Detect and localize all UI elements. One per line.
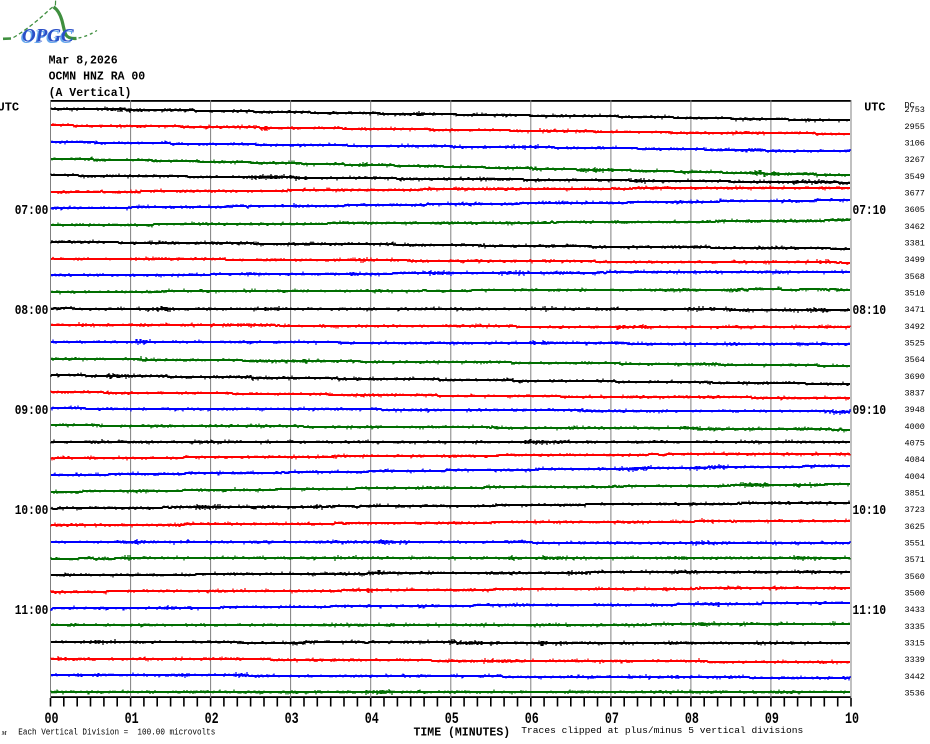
svg-text:00: 00 (44, 711, 58, 729)
svg-text:3510: 3510 (905, 288, 925, 298)
svg-text:3267: 3267 (905, 155, 925, 165)
svg-text:3564: 3564 (905, 355, 925, 365)
svg-text:10:00: 10:00 (15, 503, 49, 518)
svg-text:08:10: 08:10 (853, 303, 887, 318)
svg-text:05: 05 (445, 711, 459, 729)
svg-text:3723: 3723 (905, 505, 925, 515)
svg-text:4000: 4000 (905, 422, 925, 432)
svg-text:3499: 3499 (905, 255, 925, 265)
svg-text:08:00: 08:00 (15, 303, 49, 318)
svg-text:3471: 3471 (905, 305, 925, 315)
svg-text:Mar 8,2026: Mar 8,2026 (49, 55, 118, 68)
svg-text:3536: 3536 (905, 688, 925, 698)
svg-text:2753: 2753 (905, 105, 925, 115)
svg-text:4084: 4084 (905, 455, 925, 465)
svg-text:11:00: 11:00 (15, 603, 49, 618)
svg-text:3690: 3690 (905, 372, 925, 382)
svg-text:Each Vertical Division = 100.: Each Vertical Division = 100.00 microvol… (18, 726, 215, 737)
svg-text:09:00: 09:00 (15, 403, 49, 418)
svg-text:3551: 3551 (905, 538, 925, 548)
svg-text:OPGC: OPGC (22, 26, 74, 47)
svg-text:DC: DC (905, 101, 915, 111)
svg-text:3837: 3837 (905, 388, 925, 398)
svg-text:07:10: 07:10 (853, 203, 887, 218)
svg-text:OPGC: OPGC (21, 27, 73, 48)
svg-text:04: 04 (365, 711, 379, 729)
svg-text:3339: 3339 (905, 655, 925, 665)
svg-text:11:10: 11:10 (853, 603, 887, 618)
svg-text:3605: 3605 (905, 205, 925, 215)
svg-text:3500: 3500 (905, 588, 925, 598)
svg-text:3560: 3560 (905, 572, 925, 582)
svg-text:03: 03 (285, 711, 299, 729)
svg-text:10: 10 (845, 711, 859, 729)
svg-text:M: M (1, 731, 8, 737)
svg-text:3549: 3549 (905, 172, 925, 182)
svg-text:3433: 3433 (905, 605, 925, 615)
svg-text:3462: 3462 (905, 222, 925, 232)
svg-text:3525: 3525 (905, 338, 925, 348)
svg-text:07: 07 (605, 711, 619, 729)
svg-text:02: 02 (205, 711, 219, 729)
svg-text:3315: 3315 (905, 638, 925, 648)
svg-text:3677: 3677 (905, 188, 925, 198)
svg-text:2955: 2955 (905, 122, 925, 132)
svg-text:UTC: UTC (864, 101, 885, 115)
svg-text:09:10: 09:10 (853, 403, 887, 418)
svg-text:01: 01 (125, 711, 139, 729)
svg-text:3492: 3492 (905, 322, 925, 332)
svg-text:3625: 3625 (905, 522, 925, 532)
svg-text:06: 06 (525, 711, 539, 729)
svg-text:07:00: 07:00 (15, 203, 49, 218)
svg-text:3335: 3335 (905, 622, 925, 632)
svg-text:09: 09 (765, 711, 779, 729)
svg-text:Traces clipped at plus/minus 5: Traces clipped at plus/minus 5 vertical … (521, 725, 803, 736)
svg-text:4075: 4075 (905, 438, 925, 448)
svg-text:10:10: 10:10 (853, 503, 887, 518)
svg-text:3381: 3381 (905, 238, 925, 248)
svg-text:TIME (MINUTES): TIME (MINUTES) (414, 727, 511, 740)
svg-text:UTC: UTC (0, 101, 19, 115)
svg-text:(A Vertical): (A Vertical) (49, 87, 132, 100)
svg-text:3106: 3106 (905, 138, 925, 148)
svg-text:4004: 4004 (905, 472, 925, 482)
svg-text:OCMN HNZ RA 00: OCMN HNZ RA 00 (49, 71, 146, 84)
svg-text:3948: 3948 (905, 405, 925, 415)
svg-text:3568: 3568 (905, 272, 925, 282)
svg-text:3851: 3851 (905, 488, 925, 498)
svg-text:3571: 3571 (905, 555, 925, 565)
svg-text:08: 08 (685, 711, 699, 729)
svg-text:3442: 3442 (905, 672, 925, 682)
